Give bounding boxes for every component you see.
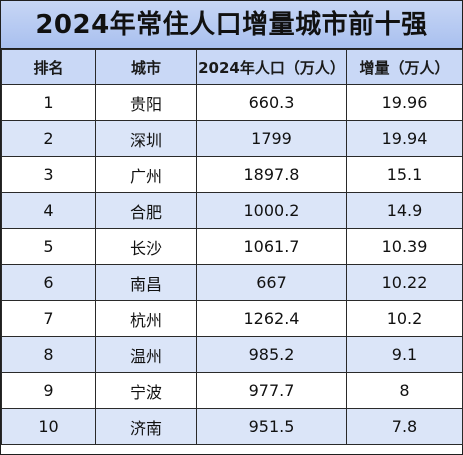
population-cell: 1897.8 xyxy=(196,156,347,193)
population-cell: 951.5 xyxy=(196,408,347,445)
population-cell: 1262.4 xyxy=(196,300,347,337)
table-title: 2024年常住人口增量城市前十强 xyxy=(1,1,462,49)
rank-cell: 5 xyxy=(1,228,96,265)
increase-cell: 7.8 xyxy=(346,408,463,445)
population-cell: 1061.7 xyxy=(196,228,347,265)
rank-cell: 4 xyxy=(1,192,96,229)
table-row: 10 济南 951.5 7.8 xyxy=(1,408,463,445)
rank-cell: 2 xyxy=(1,120,96,157)
rank-cell: 3 xyxy=(1,156,96,193)
column-header-city: 城市 xyxy=(95,49,197,85)
city-cell: 杭州 xyxy=(95,300,197,337)
table-row: 7 杭州 1262.4 10.2 xyxy=(1,300,463,337)
increase-cell: 19.96 xyxy=(346,84,463,121)
population-table: 排名 城市 2024年人口（万人） 增量（万人） 1 贵阳 660.3 19.96 2 深… xyxy=(1,49,463,445)
header-row: 排名 城市 2024年人口（万人） 增量（万人） xyxy=(1,49,463,85)
population-cell: 977.7 xyxy=(196,372,347,409)
table-row: 9 宁波 977.7 8 xyxy=(1,372,463,409)
population-cell: 1799 xyxy=(196,120,347,157)
table-row: 2 深圳 1799 19.94 xyxy=(1,120,463,157)
rank-cell: 9 xyxy=(1,372,96,409)
city-cell: 贵阳 xyxy=(95,84,197,121)
column-header-population: 2024年人口（万人） xyxy=(196,49,347,85)
column-header-increase: 增量（万人） xyxy=(346,49,463,85)
city-cell: 温州 xyxy=(95,336,197,373)
increase-cell: 14.9 xyxy=(346,192,463,229)
population-cell: 667 xyxy=(196,264,347,301)
column-header-rank: 排名 xyxy=(1,49,96,85)
city-cell: 广州 xyxy=(95,156,197,193)
increase-cell: 10.39 xyxy=(346,228,463,265)
increase-cell: 10.22 xyxy=(346,264,463,301)
rank-cell: 7 xyxy=(1,300,96,337)
table-row: 5 长沙 1061.7 10.39 xyxy=(1,228,463,265)
table-body: 1 贵阳 660.3 19.96 2 深圳 1799 19.94 3 广州 1897.8 15.1 4 合… xyxy=(1,84,463,445)
city-cell: 济南 xyxy=(95,408,197,445)
rank-cell: 1 xyxy=(1,84,96,121)
rank-cell: 6 xyxy=(1,264,96,301)
rank-cell: 10 xyxy=(1,408,96,445)
table-row: 4 合肥 1000.2 14.9 xyxy=(1,192,463,229)
table-row: 3 广州 1897.8 15.1 xyxy=(1,156,463,193)
city-cell: 长沙 xyxy=(95,228,197,265)
rank-cell: 8 xyxy=(1,336,96,373)
table-row: 8 温州 985.2 9.1 xyxy=(1,336,463,373)
city-cell: 南昌 xyxy=(95,264,197,301)
population-cell: 985.2 xyxy=(196,336,347,373)
city-cell: 深圳 xyxy=(95,120,197,157)
table-row: 6 南昌 667 10.22 xyxy=(1,264,463,301)
increase-cell: 9.1 xyxy=(346,336,463,373)
increase-cell: 15.1 xyxy=(346,156,463,193)
population-cell: 1000.2 xyxy=(196,192,347,229)
city-cell: 宁波 xyxy=(95,372,197,409)
increase-cell: 8 xyxy=(346,372,463,409)
population-cell: 660.3 xyxy=(196,84,347,121)
increase-cell: 10.2 xyxy=(346,300,463,337)
table-row: 1 贵阳 660.3 19.96 xyxy=(1,84,463,121)
city-cell: 合肥 xyxy=(95,192,197,229)
increase-cell: 19.94 xyxy=(346,120,463,157)
